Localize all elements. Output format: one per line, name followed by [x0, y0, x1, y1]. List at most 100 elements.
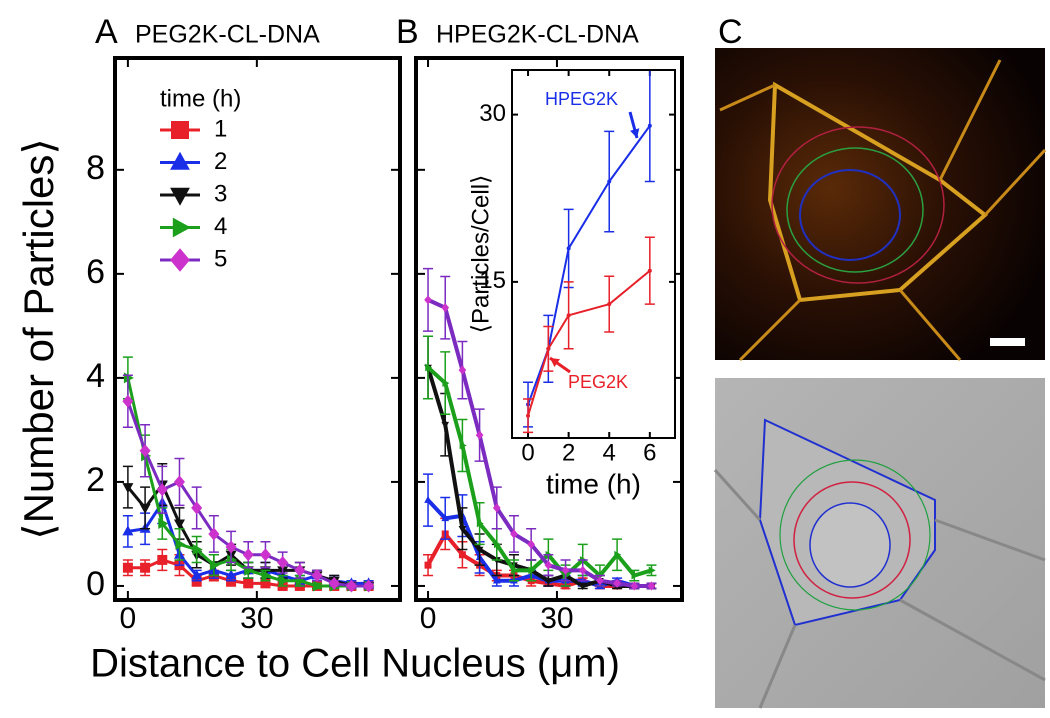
data-point	[458, 551, 466, 559]
series-annotation: PEG2K	[568, 372, 628, 392]
data-point	[242, 548, 254, 562]
data-point	[328, 576, 340, 590]
legend-marker	[172, 217, 191, 238]
y-tick-label: 15	[479, 267, 506, 294]
data-point	[613, 578, 621, 588]
data-point	[191, 569, 203, 580]
data-point	[261, 570, 272, 582]
x-tick-label: 30	[240, 602, 273, 635]
annotation-arrowhead	[630, 128, 640, 138]
y-tick-label: 30	[479, 100, 506, 127]
data-point	[225, 569, 237, 580]
data-point	[313, 580, 324, 592]
data-point	[459, 441, 467, 450]
panel-label: C	[718, 13, 743, 51]
data-point	[122, 394, 134, 408]
legend-marker	[171, 121, 189, 139]
y-tick-label: 0	[86, 565, 105, 603]
data-point	[631, 571, 639, 580]
x-tick-label: 0	[521, 439, 534, 466]
data-point	[424, 561, 432, 569]
data-point	[526, 413, 531, 418]
inset-chart: 0 2 4 6 15 30 ⟨Particles/Cell⟩ time (h) HPEG2K PE…	[467, 69, 676, 499]
data-point	[192, 544, 203, 556]
data-point	[277, 556, 289, 570]
plot-frame	[113, 56, 402, 602]
series-annotation: HPEG2K	[545, 89, 618, 109]
panel-label: A	[95, 13, 118, 51]
x-axis-label: Distance to Cell Nucleus (μm)	[90, 642, 620, 686]
data-point	[492, 576, 501, 584]
data-point	[294, 563, 306, 577]
data-point	[614, 550, 622, 559]
legend-label: 1	[214, 115, 227, 142]
data-point	[475, 546, 484, 554]
series-line	[426, 366, 653, 578]
data-point	[173, 475, 185, 489]
data-point	[527, 539, 536, 549]
data-point	[544, 560, 553, 570]
data-point	[607, 179, 612, 184]
panel-chart: 0 30	[414, 56, 684, 635]
data-point	[528, 566, 536, 575]
fluorescence-image	[715, 48, 1047, 362]
x-tick-label: 0	[120, 602, 137, 635]
data-point	[647, 123, 652, 128]
panel-chart: 0 30 0 2 4 6 8 time (h) 1 2 3 4 5	[86, 56, 402, 635]
panel-label: B	[396, 13, 419, 51]
x-tick-label: 0	[420, 602, 437, 635]
data-point	[442, 379, 450, 387]
data-point	[175, 538, 186, 550]
y-tick-label: 2	[86, 461, 105, 499]
data-point	[578, 565, 587, 575]
data-point	[208, 527, 220, 541]
data-point	[647, 268, 652, 273]
y-tick-label: 6	[86, 253, 105, 291]
y-axis-label: ⟨Number of Particles⟩	[15, 138, 62, 540]
data-point	[566, 313, 571, 318]
data-point	[157, 554, 168, 565]
data-point	[647, 581, 656, 591]
data-point	[458, 365, 467, 375]
data-point	[243, 578, 254, 589]
legend-label: 5	[214, 245, 227, 272]
data-point	[363, 579, 375, 593]
data-point	[544, 577, 553, 585]
data-point	[139, 444, 151, 458]
data-point	[510, 529, 518, 539]
x-tick-label: 4	[603, 439, 616, 466]
data-point	[191, 501, 203, 515]
x-tick-label: 30	[540, 602, 573, 635]
data-point	[476, 519, 484, 528]
legend-title: time (h)	[160, 85, 241, 112]
data-point	[458, 525, 467, 533]
data-point	[259, 548, 271, 562]
data-point	[596, 576, 604, 586]
dic-image	[713, 378, 1046, 709]
data-point	[441, 514, 450, 522]
data-point	[173, 519, 185, 530]
plot-frame	[414, 56, 684, 602]
panel-title: HPEG2K-CL-DNA	[436, 21, 639, 49]
data-point	[311, 569, 323, 583]
data-point	[630, 581, 639, 591]
panel-title: PEG2K-CL-DNA	[135, 21, 320, 49]
data-point	[225, 540, 237, 554]
x-tick-label: 2	[562, 439, 575, 466]
y-tick-label: 8	[86, 149, 105, 187]
data-point	[424, 295, 432, 305]
data-point	[122, 483, 134, 494]
data-point	[209, 559, 220, 571]
data-point	[122, 562, 133, 573]
data-point	[345, 579, 357, 593]
data-point	[607, 302, 612, 307]
y-tick-label: 4	[86, 357, 105, 395]
data-point	[441, 303, 450, 313]
data-point	[561, 565, 570, 575]
data-point	[425, 363, 433, 372]
data-point	[139, 503, 151, 514]
legend-label: 4	[214, 213, 227, 240]
data-point	[566, 246, 571, 251]
series-line	[426, 366, 652, 588]
